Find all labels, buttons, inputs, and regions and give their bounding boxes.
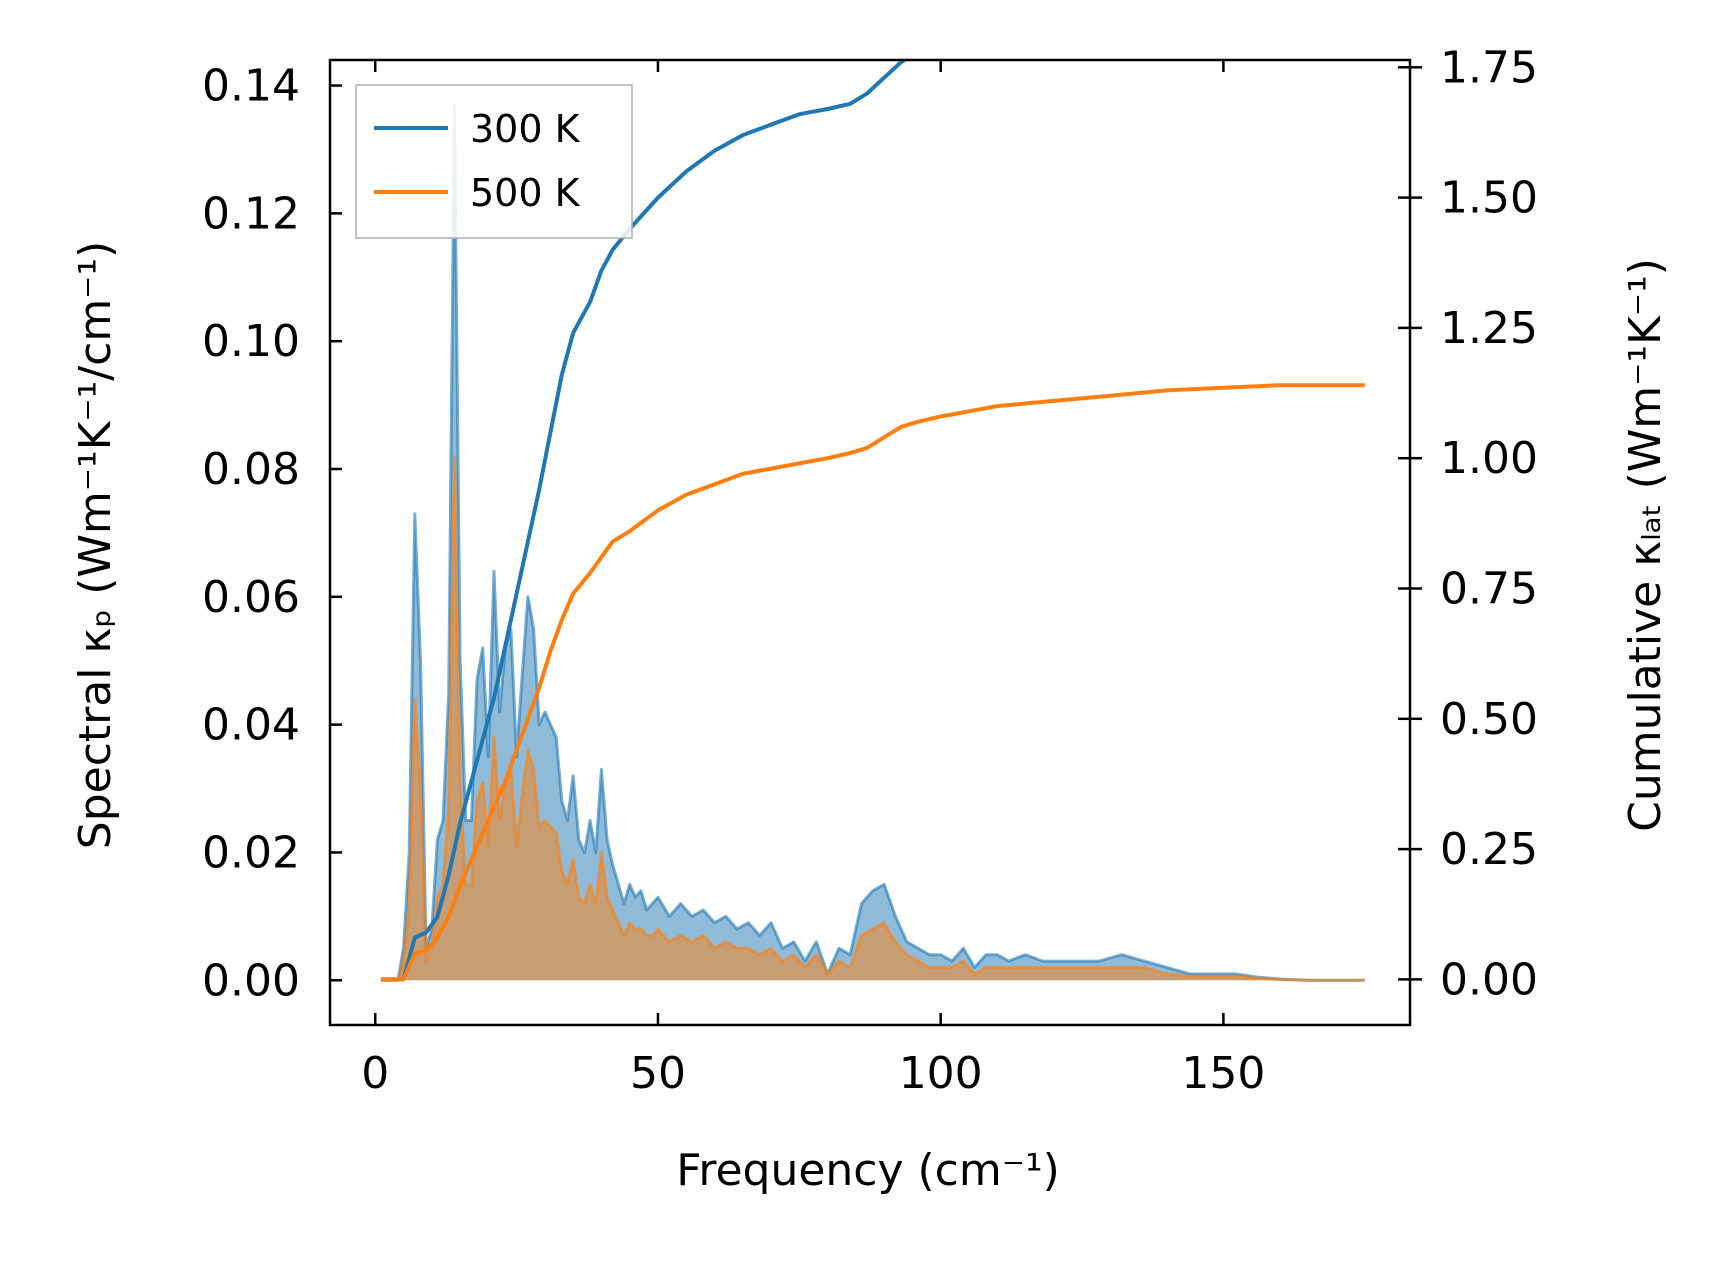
x-tick-label-0: 0 — [361, 1048, 389, 1099]
right-y-axis-title: Cumulative κₗₐₜ (Wm⁻¹K⁻¹) — [1620, 258, 1671, 832]
x-tick-label-100: 100 — [899, 1048, 983, 1099]
legend-label-300k: 300 K — [470, 107, 581, 151]
left-y-axis-title: Spectral κₚ (Wm⁻¹K⁻¹/cm⁻¹) — [70, 241, 121, 849]
y-left-tick-label-0.06: 0.06 — [202, 572, 300, 623]
y-right-tick-label-1.00: 1.00 — [1440, 433, 1538, 484]
spectral-line-300k — [380, 103, 1365, 982]
y-left-tick-label-0.02: 0.02 — [202, 827, 300, 878]
y-right-tick-label-0.50: 0.50 — [1440, 694, 1538, 745]
legend-label-500k: 500 K — [470, 171, 581, 215]
y-left-tick-label-0.08: 0.08 — [202, 444, 300, 495]
y-left-tick-label-0.12: 0.12 — [202, 188, 300, 239]
y-left-tick-label-0.10: 0.10 — [202, 316, 300, 367]
axes: 0 50 100 150 0.00 0.02 0.04 0.06 0.08 0.10 0.12 0.1… — [202, 42, 1538, 1099]
y-left-tick-label-0.00: 0.00 — [202, 955, 300, 1006]
legend: 300 K 500 K — [355, 84, 633, 239]
x-axis-title: Frequency (cm⁻¹) — [676, 1145, 1060, 1196]
x-tick-label-50: 50 — [630, 1048, 686, 1099]
y-left-tick-label-0.14: 0.14 — [202, 61, 300, 112]
y-right-tick-label-0.00: 0.00 — [1440, 954, 1538, 1005]
y-right-tick-label-0.75: 0.75 — [1440, 563, 1538, 614]
y-right-tick-label-1.50: 1.50 — [1440, 173, 1538, 224]
plot-series-group — [380, 60, 1365, 982]
x-tick-label-150: 150 — [1181, 1048, 1265, 1099]
y-right-tick-label-1.25: 1.25 — [1440, 303, 1538, 354]
legend-frame — [355, 84, 633, 239]
cumulative-line-300k — [380, 60, 909, 982]
y-right-tick-label-0.25: 0.25 — [1440, 824, 1538, 875]
y-left-tick-label-0.04: 0.04 — [202, 700, 300, 751]
plot-area — [380, 60, 1365, 982]
plot-frame — [328, 58, 1412, 1027]
cumulative-line-500k — [380, 383, 1365, 982]
spectral-line-500k — [380, 454, 1365, 982]
y-right-tick-label-1.75: 1.75 — [1440, 42, 1538, 93]
spectral-area-500k — [380, 456, 1365, 981]
